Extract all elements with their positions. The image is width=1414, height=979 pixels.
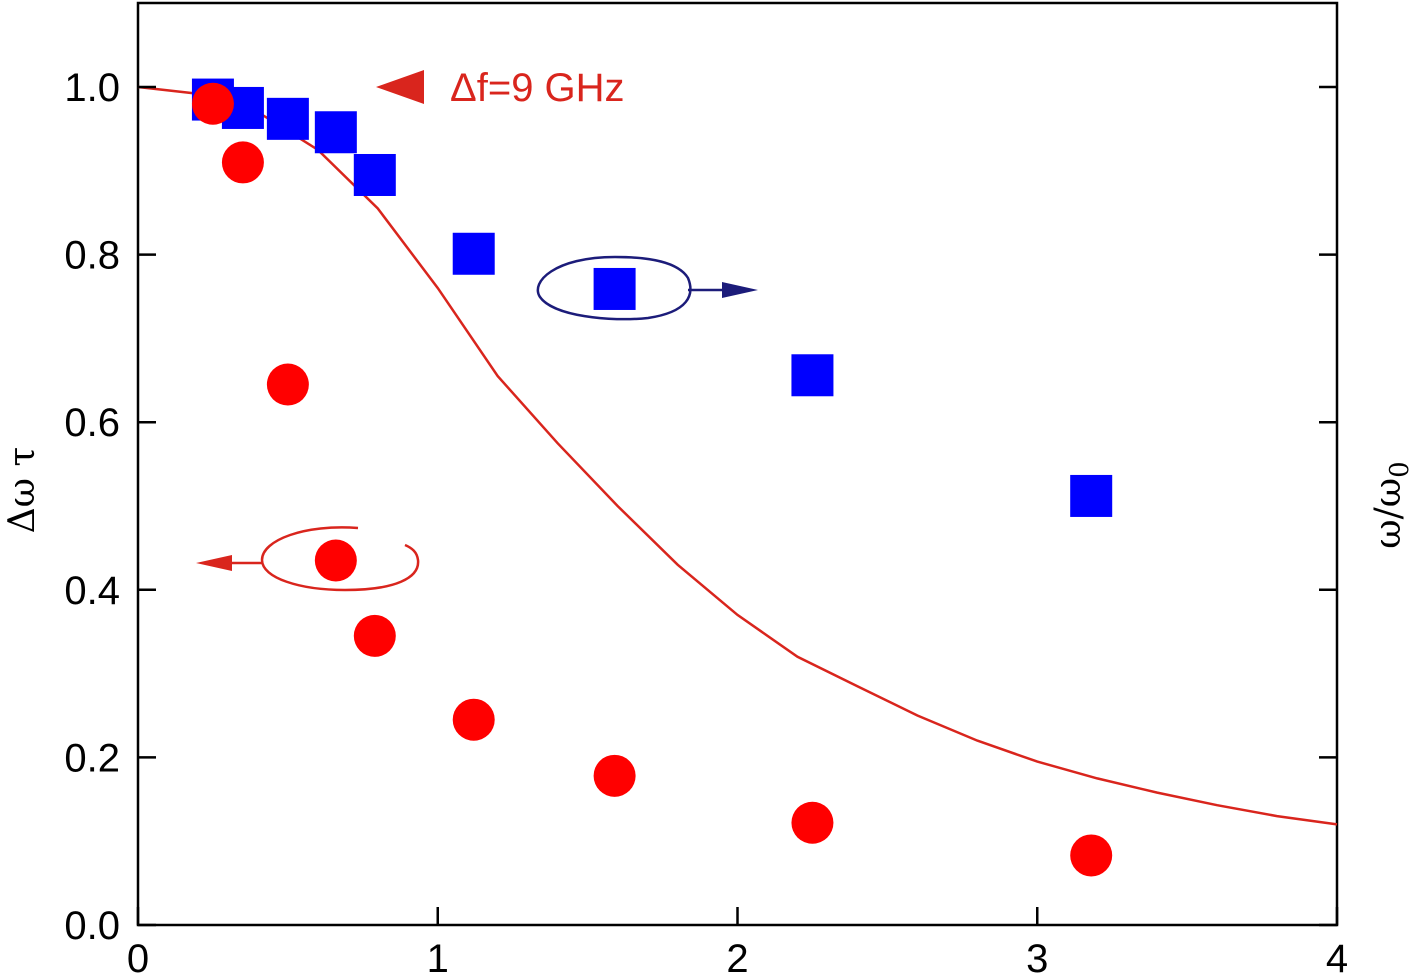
right-arrow-icon [722, 282, 758, 298]
markers-layer [191, 78, 1113, 877]
square-point [593, 267, 636, 310]
circle-point [191, 82, 234, 125]
fit-curve [137, 85, 1338, 826]
y-tick-label: 0.8 [64, 234, 120, 278]
circle-point [353, 614, 396, 657]
circle-point [791, 801, 834, 844]
square-point [452, 232, 495, 275]
x-tick-label: 4 [1326, 937, 1348, 979]
df-label: Δf=9 GHz [450, 66, 625, 110]
square-point [353, 153, 396, 196]
square-point [1070, 474, 1113, 517]
blue-orbit-icon [536, 255, 692, 321]
circle-point [1070, 834, 1113, 877]
circle-point [314, 539, 357, 582]
x-tick-label: 2 [726, 937, 748, 979]
y-axis-title-right: ω/ω0 [1368, 461, 1414, 548]
x-tick-label: 1 [427, 937, 449, 979]
y-tick-label: 0.6 [64, 401, 120, 445]
circle-point [593, 754, 636, 797]
y-tick-label: 0.2 [64, 736, 120, 780]
y-tick-label: 0.0 [64, 904, 120, 948]
left-triangle-icon [376, 70, 424, 104]
x-tick-label: 3 [1026, 937, 1048, 979]
square-point [791, 354, 834, 397]
red-series-axis-indicator [196, 526, 420, 592]
y-tick-label: 1.0 [64, 66, 120, 110]
y-tick-label: 0.4 [64, 569, 120, 613]
blue-series-axis-indicator [536, 255, 758, 321]
square-point [314, 111, 357, 154]
fit-curve-layer [137, 85, 1338, 826]
df-annotation: Δf=9 GHz [376, 66, 625, 110]
red-orbit-icon [260, 526, 420, 592]
y-axis-title: Δω τ [2, 447, 43, 534]
left-arrow-icon [196, 555, 232, 571]
circle-point [266, 363, 309, 406]
circle-point [221, 141, 264, 184]
square-point [266, 97, 309, 140]
x-tick-label: 0 [127, 937, 149, 979]
ticks-layer: 0 1 2 3 4 0.0 0.2 0.4 0.6 0.8 1.0 [64, 66, 1348, 979]
circle-point [452, 698, 495, 741]
